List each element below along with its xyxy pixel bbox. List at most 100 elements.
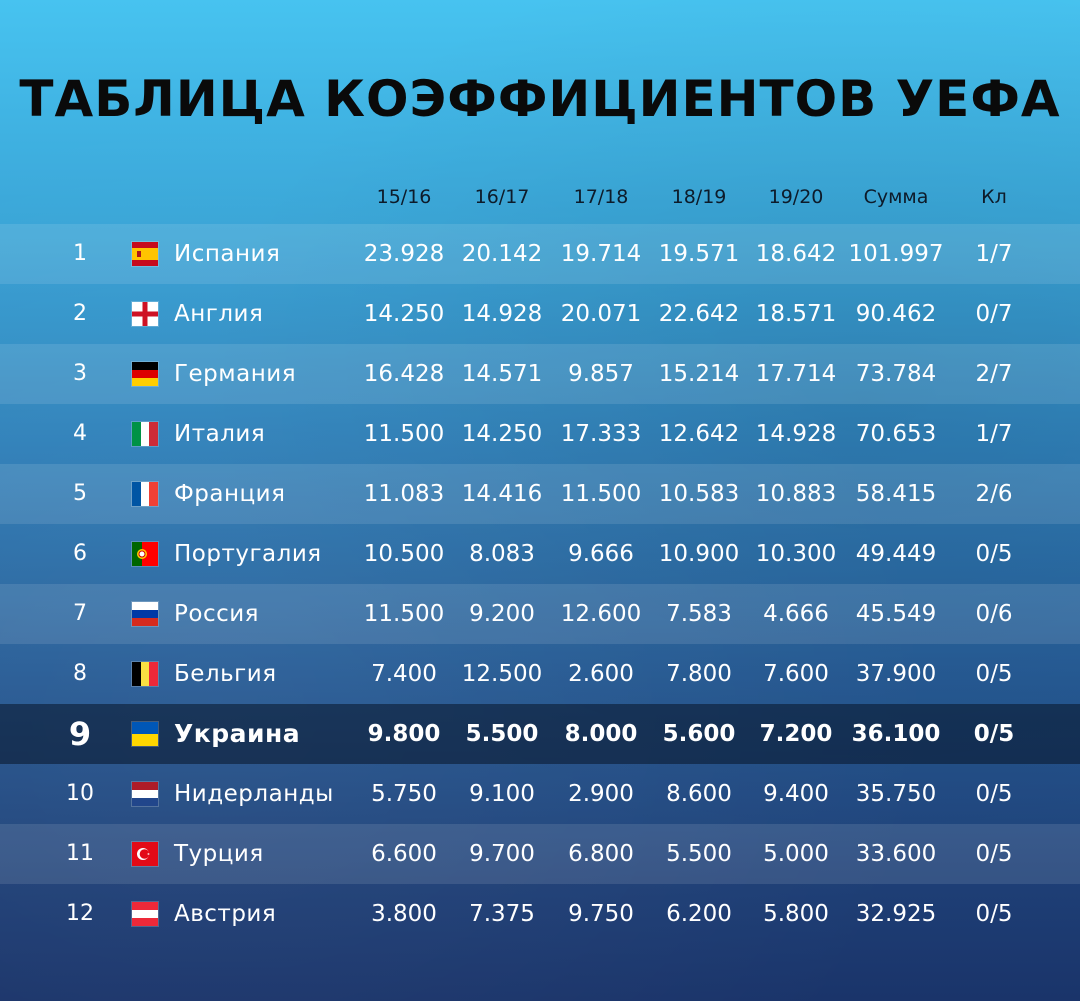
rank-cell: 3 xyxy=(73,361,87,386)
value-cell: 20.071 xyxy=(560,301,642,327)
value-cell: 8.600 xyxy=(666,781,732,807)
russia-flag-icon xyxy=(132,602,158,626)
value-cell: 16.428 xyxy=(363,361,445,387)
value-cell: 2.900 xyxy=(568,781,634,807)
value-cell: 10.900 xyxy=(658,541,740,567)
value-cell: 9.100 xyxy=(469,781,535,807)
value-cell: 14.416 xyxy=(461,481,543,507)
value-cell: 23.928 xyxy=(363,241,445,267)
value-cell: 19.571 xyxy=(658,241,740,267)
table-row: 10 Нидерланды 5.750 9.100 2.900 8.600 9.400 35.… xyxy=(0,764,1080,824)
column-header: 18/19 xyxy=(671,186,727,208)
value-cell: 36.100 xyxy=(851,721,941,747)
belgium-flag-icon xyxy=(132,662,158,686)
country-cell: Австрия xyxy=(174,901,277,927)
country-cell: Россия xyxy=(174,601,260,627)
value-cell: 18.642 xyxy=(755,241,837,267)
value-cell: 6.800 xyxy=(568,841,634,867)
value-cell: 4.666 xyxy=(763,601,829,627)
table-row: 12 Австрия 3.800 7.375 9.750 6.200 5.800 32.925… xyxy=(0,884,1080,944)
value-cell: 5.000 xyxy=(763,841,829,867)
value-cell: 3.800 xyxy=(371,901,437,927)
netherlands-flag-icon xyxy=(132,782,158,806)
value-cell: 11.083 xyxy=(363,481,445,507)
turkey-flag-icon xyxy=(132,842,158,866)
table-row: 1 Испания 23.928 20.142 19.714 19.571 18.642 10… xyxy=(0,224,1080,284)
value-cell: 11.500 xyxy=(560,481,642,507)
value-cell: 0/5 xyxy=(975,841,1013,867)
value-cell: 9.200 xyxy=(469,601,535,627)
value-cell: 17.333 xyxy=(560,421,642,447)
rank-cell: 11 xyxy=(66,841,94,866)
column-header: 19/20 xyxy=(768,186,824,208)
value-cell: 11.500 xyxy=(363,421,445,447)
ukraine-flag-icon xyxy=(132,722,158,746)
value-cell: 8.083 xyxy=(469,541,535,567)
value-cell: 32.925 xyxy=(855,901,937,927)
value-cell: 2/7 xyxy=(975,361,1013,387)
column-header: 17/18 xyxy=(573,186,629,208)
value-cell: 10.300 xyxy=(755,541,837,567)
value-cell: 9.400 xyxy=(763,781,829,807)
spain-flag-icon xyxy=(132,242,158,266)
value-cell: 18.571 xyxy=(755,301,837,327)
value-cell: 9.666 xyxy=(568,541,634,567)
value-cell: 58.415 xyxy=(855,481,937,507)
table-row: 7 Россия 11.500 9.200 12.600 7.583 4.666 45.549… xyxy=(0,584,1080,644)
value-cell: 12.600 xyxy=(560,601,642,627)
value-cell: 90.462 xyxy=(855,301,937,327)
value-cell: 15.214 xyxy=(658,361,740,387)
value-cell: 0/5 xyxy=(975,781,1013,807)
rank-cell: 8 xyxy=(73,661,87,686)
value-cell: 0/7 xyxy=(975,301,1013,327)
value-cell: 9.800 xyxy=(367,721,441,747)
value-cell: 5.600 xyxy=(662,721,736,747)
rank-cell: 7 xyxy=(73,601,87,626)
value-cell: 11.500 xyxy=(363,601,445,627)
value-cell: 5.750 xyxy=(371,781,437,807)
country-cell: Нидерланды xyxy=(174,781,334,807)
value-cell: 14.250 xyxy=(363,301,445,327)
value-cell: 0/5 xyxy=(973,721,1015,747)
value-cell: 12.642 xyxy=(658,421,740,447)
rank-cell: 4 xyxy=(73,421,87,446)
italy-flag-icon xyxy=(132,422,158,446)
rank-cell: 6 xyxy=(73,541,87,566)
rank-cell: 2 xyxy=(73,301,87,326)
value-cell: 14.250 xyxy=(461,421,543,447)
value-cell: 45.549 xyxy=(855,601,937,627)
value-cell: 2/6 xyxy=(975,481,1013,507)
table-row: 3 Германия 16.428 14.571 9.857 15.214 17.714 73… xyxy=(0,344,1080,404)
rank-cell: 1 xyxy=(73,241,87,266)
value-cell: 2.600 xyxy=(568,661,634,687)
page-title: ТАБЛИЦА КОЭФФИЦИЕНТОВ УЕФА xyxy=(19,70,1061,128)
table-row: 4 Италия 11.500 14.250 17.333 12.642 14.928 70.… xyxy=(0,404,1080,464)
value-cell: 20.142 xyxy=(461,241,543,267)
value-cell: 14.571 xyxy=(461,361,543,387)
value-cell: 7.375 xyxy=(469,901,535,927)
country-cell: Бельгия xyxy=(174,661,277,687)
value-cell: 33.600 xyxy=(855,841,937,867)
value-cell: 5.500 xyxy=(465,721,539,747)
value-cell: 10.883 xyxy=(755,481,837,507)
value-cell: 1/7 xyxy=(975,421,1013,447)
france-flag-icon xyxy=(132,482,158,506)
value-cell: 0/5 xyxy=(975,541,1013,567)
value-cell: 9.750 xyxy=(568,901,634,927)
value-cell: 35.750 xyxy=(855,781,937,807)
value-cell: 6.200 xyxy=(666,901,732,927)
value-cell: 9.700 xyxy=(469,841,535,867)
value-cell: 73.784 xyxy=(855,361,937,387)
austria-flag-icon xyxy=(132,902,158,926)
country-cell: Франция xyxy=(174,481,286,507)
value-cell: 5.500 xyxy=(666,841,732,867)
value-cell: 7.583 xyxy=(666,601,732,627)
value-cell: 49.449 xyxy=(855,541,937,567)
value-cell: 7.600 xyxy=(763,661,829,687)
column-header: Кл xyxy=(981,186,1007,208)
coefficients-table: 1 Испания 23.928 20.142 19.714 19.571 18.642 10… xyxy=(0,224,1080,944)
country-cell: Германия xyxy=(174,361,297,387)
table-row: 5 Франция 11.083 14.416 11.500 10.583 10.883 58… xyxy=(0,464,1080,524)
value-cell: 0/5 xyxy=(975,661,1013,687)
value-cell: 10.500 xyxy=(363,541,445,567)
